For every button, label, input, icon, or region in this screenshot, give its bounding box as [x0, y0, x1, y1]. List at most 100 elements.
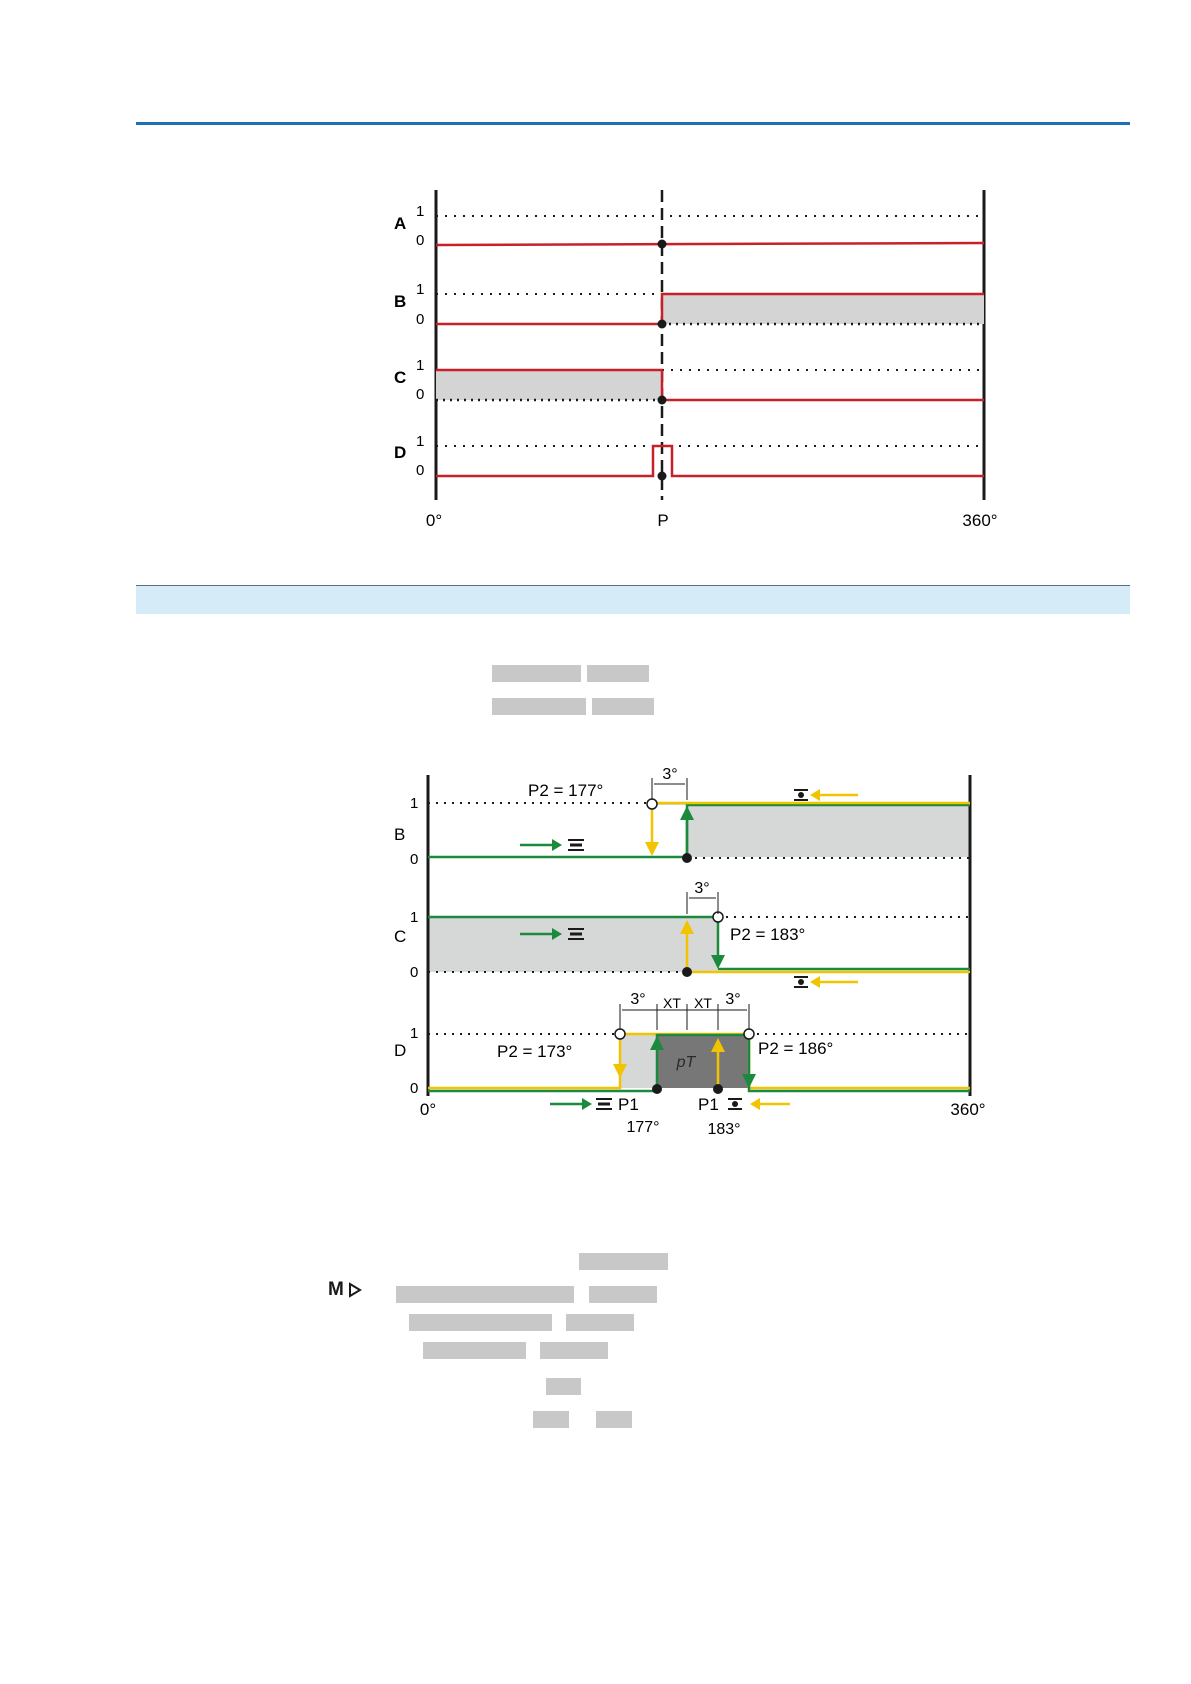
row-a-signal — [435, 241, 985, 247]
arrow-up-icon — [711, 1038, 725, 1052]
row-b-low: 0 — [416, 311, 424, 328]
redacted-text — [596, 1411, 632, 1428]
row-b-high: 1 — [416, 281, 424, 298]
row-c-high: 1 — [416, 357, 424, 374]
row-label-d: D — [394, 443, 406, 462]
arrow-left-icon — [750, 1098, 760, 1110]
row-b-low: 0 — [410, 851, 418, 868]
row-label-c: C — [394, 927, 406, 946]
row-d-p2-left-label: P2 = 173° — [497, 1042, 572, 1061]
p1-left-label: P1 — [618, 1095, 639, 1114]
play-triangle-icon — [348, 1282, 362, 1298]
row-d-low: 0 — [410, 1080, 418, 1097]
x-label-p: P — [657, 511, 668, 530]
row-c-high: 1 — [410, 909, 418, 926]
row-d-p2-right-label: P2 = 186° — [758, 1039, 833, 1058]
row-d-shade-left — [620, 1034, 657, 1088]
redacted-text — [492, 698, 586, 715]
p1-point — [682, 853, 692, 863]
arrow-right-icon — [552, 928, 562, 940]
row-b-hyst-label: 3° — [662, 766, 677, 783]
redacted-text — [423, 1342, 526, 1359]
switching-diagram-top: A 1 0 B 1 0 C 1 0 D 1 0 0° P 360° — [394, 190, 998, 530]
p2-open-point — [614, 1028, 626, 1040]
redacted-text — [409, 1314, 552, 1331]
p1-point — [682, 967, 692, 977]
row-a-high: 1 — [416, 203, 424, 220]
row-d-green-line — [428, 1033, 970, 1093]
redacted-text — [579, 1253, 668, 1270]
row-d-high: 1 — [416, 433, 424, 450]
p1-left-angle: 177° — [626, 1119, 659, 1136]
close-limit-icon — [794, 976, 808, 988]
open-limit-icon — [568, 839, 584, 851]
arrow-left-icon — [810, 789, 820, 801]
row-d-high: 1 — [410, 1025, 418, 1042]
row-d-point — [657, 471, 667, 481]
close-limit-icon — [794, 789, 808, 801]
row-d-hyst-right: 3° — [725, 991, 740, 1008]
arrow-up-icon — [680, 920, 694, 934]
p1-right-label: P1 — [698, 1095, 719, 1114]
arrow-right-icon — [582, 1098, 592, 1110]
arrow-left-icon — [810, 976, 820, 988]
redacted-text — [587, 665, 649, 682]
row-b-point — [657, 319, 667, 329]
row-d-hyst-left: 3° — [630, 991, 645, 1008]
row-c-signal — [436, 368, 984, 402]
arrow-down-icon — [711, 955, 725, 969]
arrow-up-icon — [680, 806, 694, 820]
p2-open-point — [743, 1028, 755, 1040]
p1-point — [713, 1084, 723, 1094]
redacted-text — [540, 1342, 608, 1359]
row-c-hyst-label: 3° — [694, 880, 709, 897]
row-d-signal — [436, 444, 984, 478]
row-c-p2-label: P2 = 183° — [730, 925, 805, 944]
row-b-shade — [652, 803, 970, 857]
row-a-point — [657, 239, 667, 249]
redacted-text — [396, 1286, 574, 1303]
row-c-low: 0 — [410, 964, 418, 981]
arrow-up-icon — [650, 1036, 664, 1050]
row-d-low: 0 — [416, 462, 424, 479]
row-b-p2-label: P2 = 177° — [528, 781, 603, 800]
redacted-text — [592, 698, 654, 715]
redacted-text — [492, 665, 581, 682]
header-rule — [136, 122, 1130, 125]
redacted-text — [533, 1411, 569, 1428]
row-label-c: C — [394, 368, 406, 387]
x-label-end: 360° — [950, 1100, 985, 1119]
p2-open-point — [646, 798, 658, 810]
xt-label-right: XT — [694, 995, 712, 1011]
arrow-right-icon — [552, 839, 562, 851]
menu-marker: M — [328, 1279, 362, 1301]
xt-label-left: XT — [663, 995, 681, 1011]
row-a-low: 0 — [416, 232, 424, 249]
row-b-high: 1 — [410, 795, 418, 812]
row-b-active-area — [662, 294, 984, 324]
close-limit-icon — [728, 1098, 742, 1110]
pt-label: pT — [676, 1054, 697, 1071]
p1-right-angle: 183° — [707, 1121, 740, 1138]
section-band — [136, 585, 1130, 614]
arrow-down-icon — [645, 842, 659, 856]
row-c-active-area — [436, 370, 662, 400]
p1-point — [652, 1084, 662, 1094]
open-limit-icon — [568, 928, 584, 940]
row-label-a: A — [394, 214, 406, 233]
arrow-down-icon — [613, 1064, 627, 1078]
x-label-start: 0° — [426, 511, 442, 530]
row-d-dark-area — [657, 1034, 749, 1088]
row-c-low: 0 — [416, 386, 424, 403]
menu-label: M — [328, 1279, 344, 1300]
x-label-end: 360° — [962, 511, 997, 530]
row-label-b: B — [394, 825, 405, 844]
arrow-down-icon — [742, 1074, 756, 1088]
x-label-start: 0° — [420, 1100, 436, 1119]
row-label-b: B — [394, 292, 406, 311]
redacted-text — [546, 1378, 581, 1395]
row-b-signal — [436, 292, 984, 326]
open-limit-icon — [596, 1098, 612, 1110]
row-c-point — [657, 395, 667, 405]
hysteresis-diagram: B 1 0 P2 = 177° 3° C 1 0 P2 = 183° 3° — [394, 766, 986, 1138]
